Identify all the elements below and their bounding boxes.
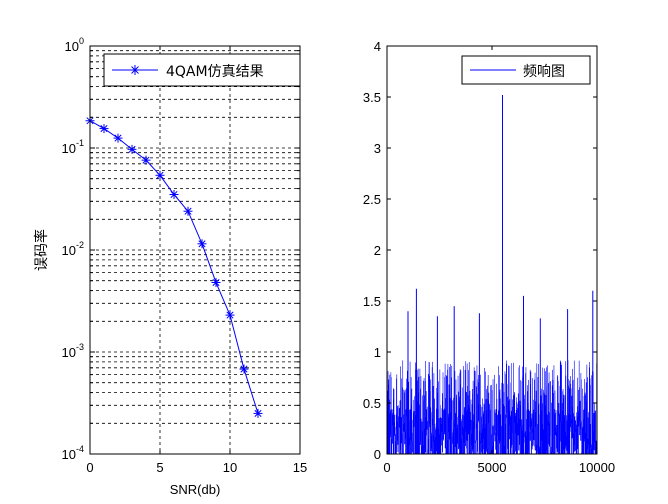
- freq-legend: 频响图: [461, 55, 591, 85]
- ber-data-point: [127, 144, 137, 154]
- freq-y-tick-label: 4: [374, 39, 381, 54]
- freq-x-tick-label: 5000: [478, 460, 507, 475]
- ber-data-point: [141, 155, 151, 165]
- ber-axes: 0 5 10 15 100 10-1 10-2 10-3 10-4 SNR(db) 误码率 4…: [33, 36, 307, 497]
- ber-data-point: [183, 206, 193, 216]
- ber-y-axis-label: 误码率: [33, 229, 50, 271]
- ber-y-tick-label: 10-3: [62, 342, 84, 360]
- ber-y-tick-labels: 100 10-1 10-2 10-3 10-4: [62, 36, 84, 462]
- freq-y-tick-label: 2.5: [363, 192, 381, 207]
- ber-legend-marker: [130, 65, 140, 75]
- freq-x-tick-label: 10000: [579, 460, 615, 475]
- freq-legend-label: 频响图: [523, 64, 565, 80]
- ber-y-tick-label: 10-1: [62, 138, 84, 156]
- freq-axes: 0 5000 10000 0 0.5 1 1.5 2 2.5 3 3.5 4 频响图: [363, 39, 615, 475]
- ber-x-axis-label: SNR(db): [170, 482, 221, 497]
- ber-data-point: [211, 278, 221, 288]
- ber-data-point: [225, 310, 235, 320]
- freq-x-tick-labels: 0 5000 10000: [383, 460, 615, 475]
- freq-series: [386, 94, 598, 454]
- freq-axes-frame: [386, 45, 598, 455]
- ber-x-tick-labels: 0 5 10 15: [86, 460, 307, 475]
- ber-data-point: [99, 124, 109, 134]
- ber-y-tick-label: 10-2: [62, 240, 84, 258]
- ber-data-point: [197, 239, 207, 249]
- ber-series: [85, 116, 263, 418]
- ber-legend-label: 4QAM仿真结果: [166, 64, 264, 80]
- ber-data-point: [239, 364, 249, 374]
- freq-y-tick-label: 0: [374, 447, 381, 462]
- freq-y-tick-label: 0.5: [363, 396, 381, 411]
- ber-x-tick-label: 15: [293, 460, 307, 475]
- freq-y-tick-label: 3.5: [363, 90, 381, 105]
- ber-x-tick-label: 0: [86, 460, 93, 475]
- ber-data-point: [155, 170, 165, 180]
- ber-y-tick-label: 10-4: [62, 444, 84, 462]
- freq-y-tick-label: 2: [374, 243, 381, 258]
- ber-data-point: [113, 133, 123, 143]
- ber-x-tick-label: 5: [156, 460, 163, 475]
- ber-legend-text: 4QAM仿真结果: [166, 64, 264, 80]
- freq-y-tick-labels: 0 0.5 1 1.5 2 2.5 3 3.5 4: [363, 39, 381, 462]
- freq-plot-area: [387, 46, 597, 454]
- ber-legend: 4QAM仿真结果: [103, 53, 301, 87]
- ber-axes-frame: [89, 45, 301, 455]
- freq-y-tick-label: 3: [374, 141, 381, 156]
- ber-data-point: [253, 408, 263, 418]
- ber-x-tick-label: 10: [223, 460, 237, 475]
- freq-y-tick-label: 1: [374, 345, 381, 360]
- freq-y-tick-label: 1.5: [363, 294, 381, 309]
- freq-x-tick-label: 0: [383, 460, 390, 475]
- ber-data-point: [169, 190, 179, 200]
- ber-y-tick-label: 100: [65, 36, 84, 54]
